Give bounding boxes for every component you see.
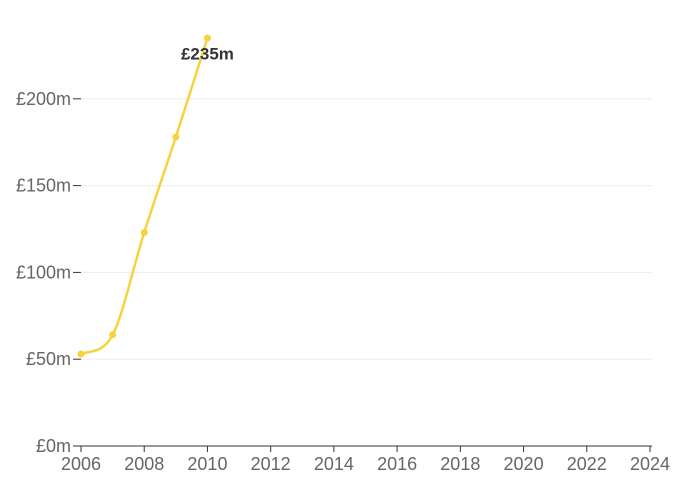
y-tick-label: £150m	[16, 176, 71, 196]
data-label: £235m	[181, 45, 234, 64]
x-axis: 2006 2008 2010 2012 2014 2016 2018 2020 2022 2024	[61, 445, 670, 474]
y-tick-label: £200m	[16, 89, 71, 109]
data-point	[172, 133, 180, 141]
x-tick-label: 2014	[314, 454, 354, 474]
y-tick-label: £0m	[36, 436, 71, 456]
series-line	[79, 36, 209, 356]
data-point	[77, 350, 85, 358]
annotations: £235m	[181, 45, 234, 64]
data-point	[140, 228, 148, 236]
y-axis: £0m £50m £100m £150m £200m	[16, 89, 81, 456]
x-tick-label: 2024	[630, 454, 670, 474]
x-tick-label: 2010	[187, 454, 227, 474]
x-tick-label: 2018	[440, 454, 480, 474]
y-tick-label: £50m	[26, 349, 71, 369]
grid-lines	[81, 98, 652, 360]
x-tick-label: 2016	[377, 454, 417, 474]
data-point	[109, 331, 117, 339]
data-point	[203, 34, 211, 42]
x-tick-label: 2020	[504, 454, 544, 474]
x-tick-label: 2012	[251, 454, 291, 474]
x-tick-label: 2006	[61, 454, 101, 474]
x-tick-label: 2008	[124, 454, 164, 474]
x-tick-label: 2022	[567, 454, 607, 474]
y-tick-label: £100m	[16, 262, 71, 282]
series-group	[77, 34, 211, 358]
